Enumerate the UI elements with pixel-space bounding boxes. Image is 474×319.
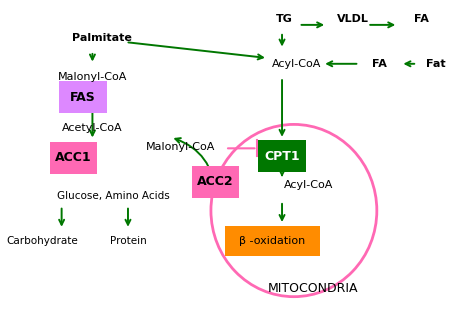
Text: FA: FA xyxy=(372,59,387,69)
Text: Glucose, Amino Acids: Glucose, Amino Acids xyxy=(57,191,170,201)
Text: Acetyl-CoA: Acetyl-CoA xyxy=(62,122,123,133)
Text: Protein: Protein xyxy=(109,236,146,246)
Text: MITOCONDRIA: MITOCONDRIA xyxy=(268,282,358,295)
Text: FAS: FAS xyxy=(70,91,96,104)
Text: FA: FA xyxy=(414,14,429,24)
Text: VLDL: VLDL xyxy=(337,14,369,24)
Text: ACC2: ACC2 xyxy=(197,175,234,188)
Text: Fat: Fat xyxy=(426,59,446,69)
Text: Carbohydrate: Carbohydrate xyxy=(7,236,79,246)
FancyBboxPatch shape xyxy=(192,166,239,198)
Text: CPT1: CPT1 xyxy=(264,150,300,163)
Text: Malonyl-CoA: Malonyl-CoA xyxy=(58,71,127,82)
Text: ACC1: ACC1 xyxy=(55,152,92,164)
FancyBboxPatch shape xyxy=(59,81,107,113)
FancyBboxPatch shape xyxy=(50,142,97,174)
FancyBboxPatch shape xyxy=(225,226,320,256)
Text: Acyl-CoA: Acyl-CoA xyxy=(283,180,333,190)
FancyBboxPatch shape xyxy=(258,140,306,172)
Text: Acyl-CoA: Acyl-CoA xyxy=(272,59,321,69)
Text: Malonyl-CoA: Malonyl-CoA xyxy=(146,142,215,152)
Text: β -oxidation: β -oxidation xyxy=(239,236,306,246)
Text: Palmitate: Palmitate xyxy=(72,33,132,43)
Text: TG: TG xyxy=(276,14,293,24)
